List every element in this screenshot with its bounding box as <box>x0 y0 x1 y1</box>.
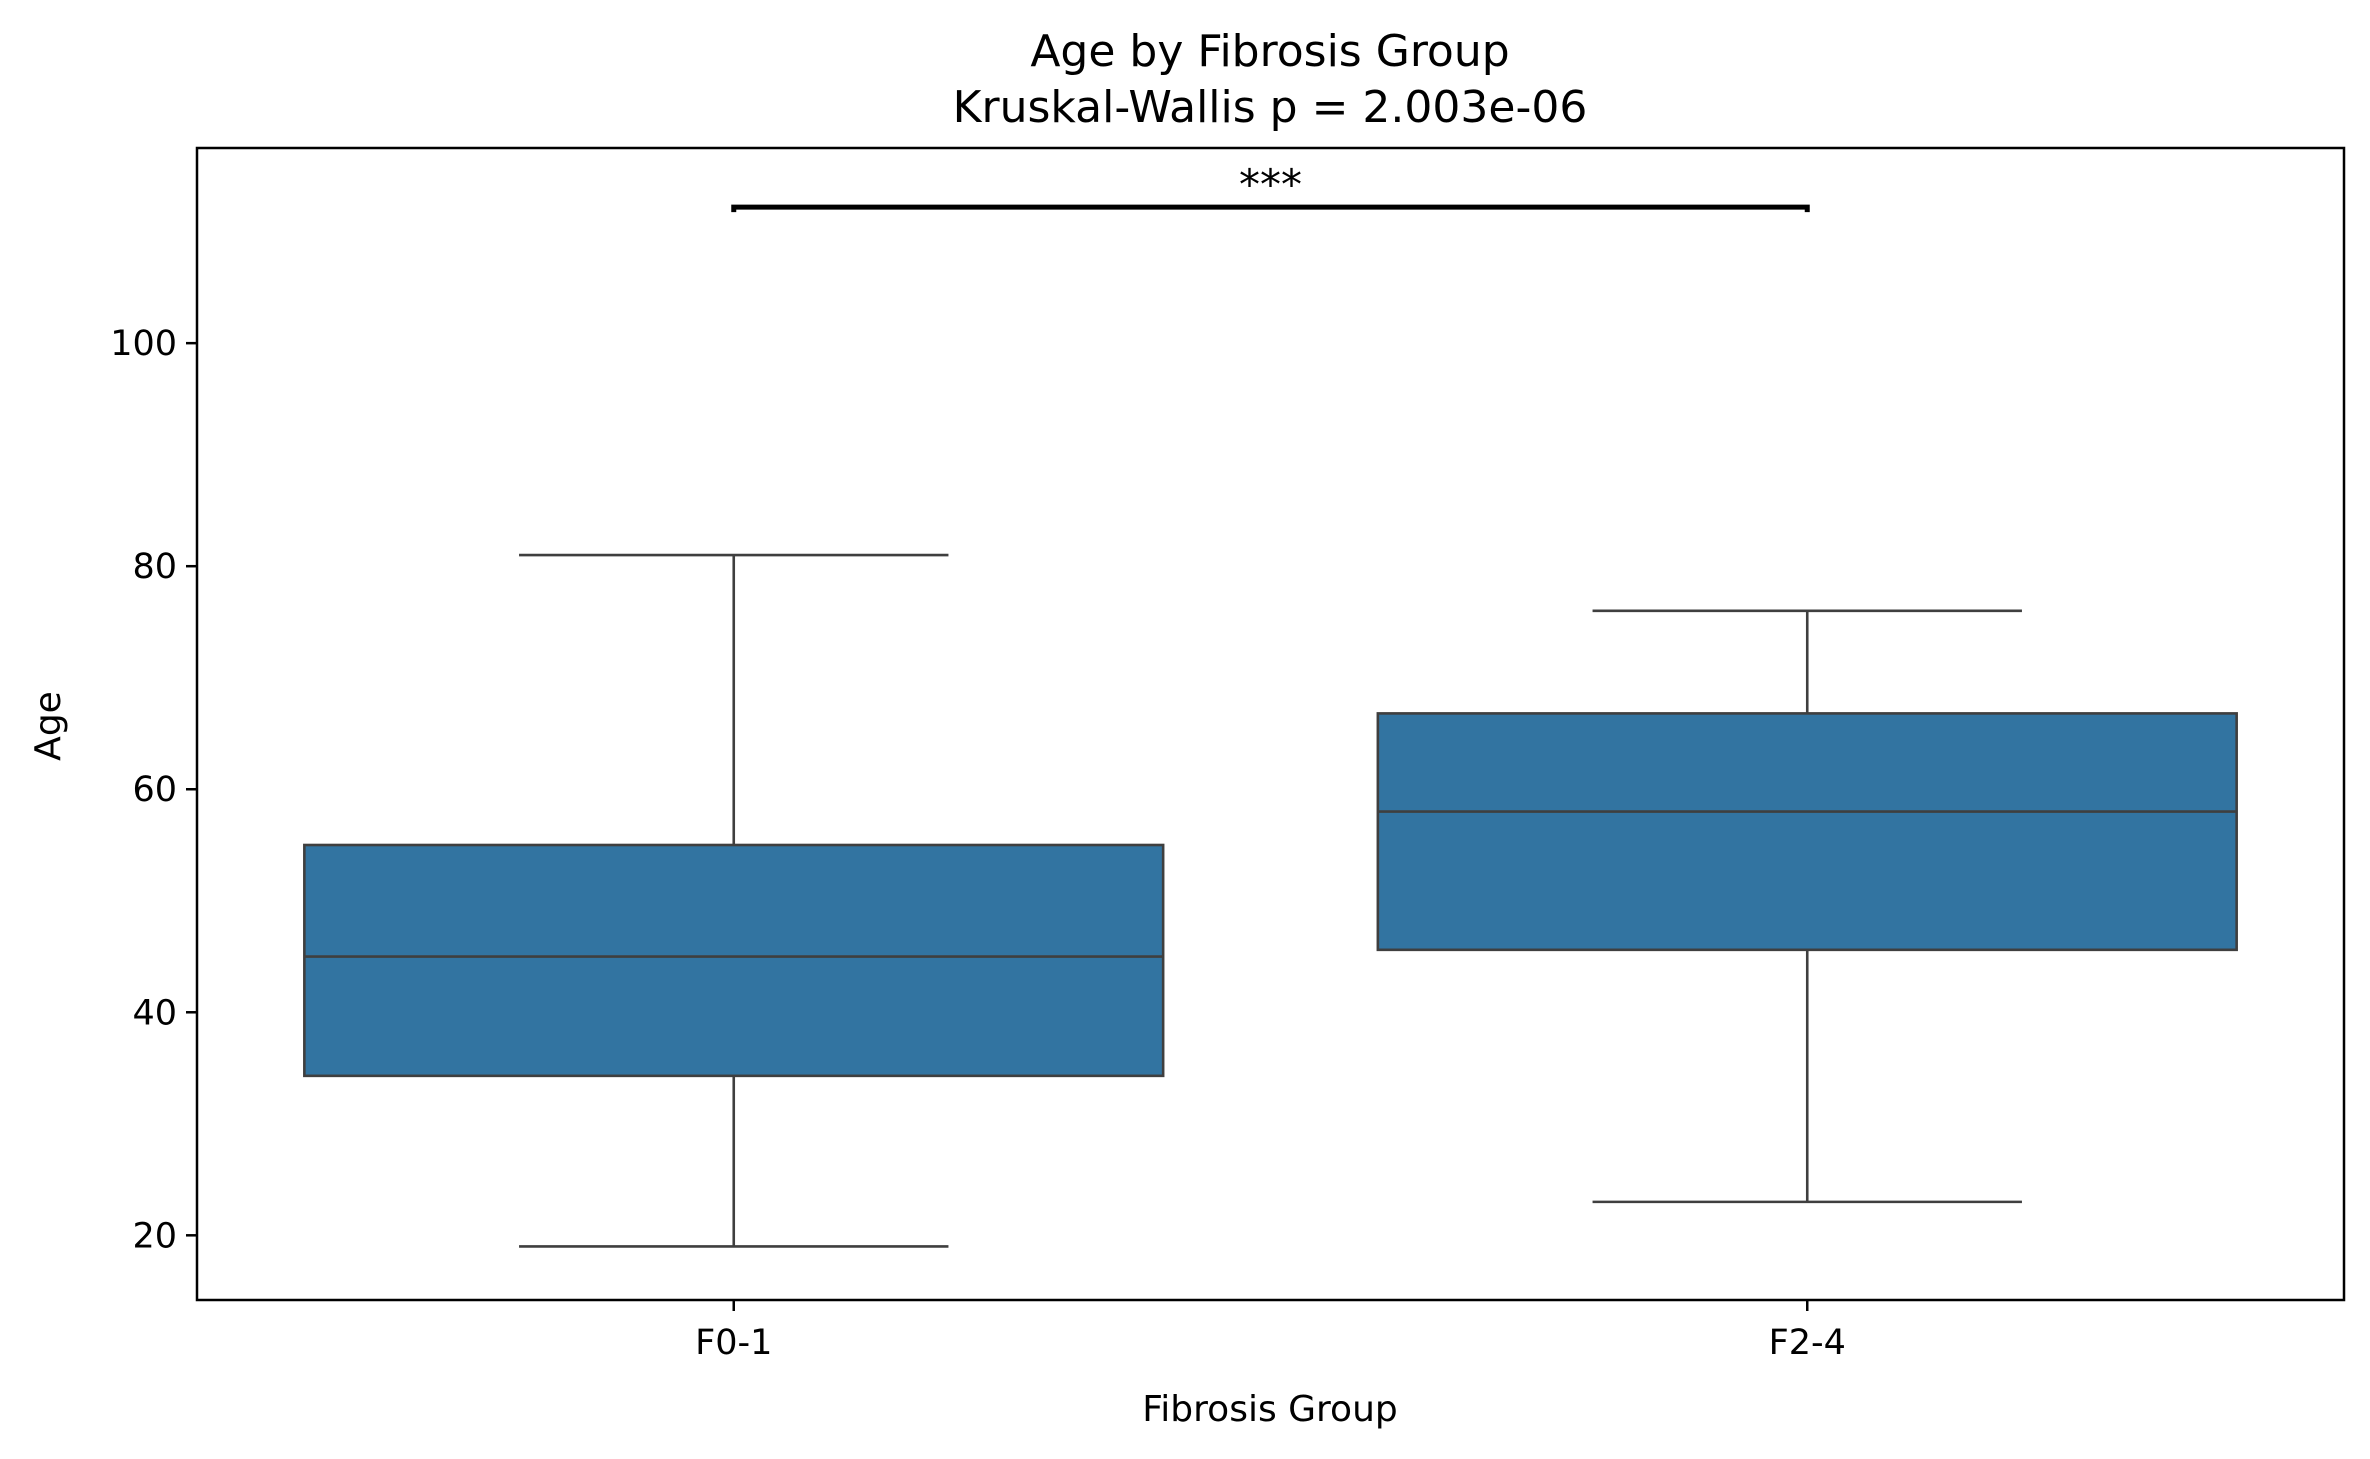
x-tick-label: F2-4 <box>1769 1323 1846 1363</box>
x-axis: F0-1 F2-4 <box>695 1300 1846 1363</box>
y-axis-label: Age <box>28 691 69 761</box>
x-tick-label: F0-1 <box>695 1323 772 1363</box>
plot-area: *** <box>303 160 2238 1248</box>
y-tick-label: 60 <box>132 770 177 810</box>
significance-line <box>731 204 1810 213</box>
significance-bracket: *** <box>731 160 1810 213</box>
iqr-box <box>1376 712 2238 952</box>
plot-frame <box>195 146 2346 1302</box>
y-tick-label: 40 <box>132 993 177 1033</box>
y-tick-label: 100 <box>110 324 177 364</box>
box-F2-4 <box>1376 609 2238 1204</box>
y-tick-label: 20 <box>132 1216 177 1256</box>
chart-subtitle: Kruskal-Wallis p = 2.003e-06 <box>953 82 1588 133</box>
box-F0-1 <box>303 553 1165 1248</box>
chart-title: Age by Fibrosis Group <box>1030 26 1509 77</box>
iqr-box <box>303 843 1165 1078</box>
y-tick-label: 80 <box>132 547 177 587</box>
significance-label: *** <box>1239 160 1302 209</box>
y-axis: 20 40 60 80 100 <box>110 324 197 1256</box>
x-axis-label: Fibrosis Group <box>1142 1389 1398 1430</box>
